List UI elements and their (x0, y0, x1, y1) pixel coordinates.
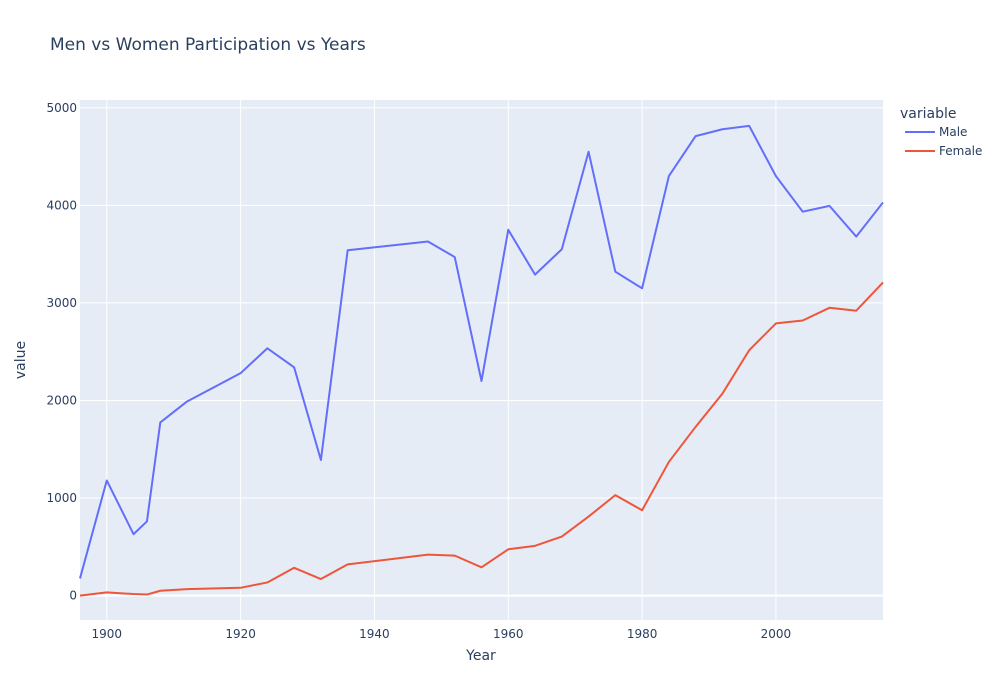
x-tick-label: 1960 (493, 627, 524, 641)
y-tick-labels: 0 1000 2000 3000 4000 5000 (46, 101, 77, 603)
legend-label: Male (939, 125, 967, 139)
series-lines (79, 124, 884, 597)
y-tick-label: 1000 (46, 491, 77, 505)
x-tick-label: 1940 (359, 627, 390, 641)
x-gridlines (106, 100, 777, 620)
legend-title: variable (900, 106, 956, 122)
chart-title: Men vs Women Participation vs Years (50, 35, 366, 55)
x-tick-labels: 1900 1920 1940 1960 1980 2000 (91, 627, 791, 641)
legend-label: Female (939, 144, 982, 158)
x-tick-label: 1920 (225, 627, 256, 641)
y-tick-label: 4000 (46, 198, 77, 212)
plot-background (80, 100, 883, 620)
y-tick-label: 3000 (46, 296, 77, 310)
x-tick-label: 1980 (627, 627, 658, 641)
x-tick-label: 1900 (91, 627, 122, 641)
x-axis-title: Year (465, 648, 496, 664)
series-line-female (79, 281, 884, 597)
y-axis-title: value (13, 341, 29, 379)
y-tick-label: 5000 (46, 101, 77, 115)
y-gridlines (80, 107, 883, 597)
legend-item-male[interactable]: Male (905, 125, 967, 139)
x-tick-label: 2000 (761, 627, 792, 641)
y-tick-label: 0 (69, 589, 77, 603)
y-tick-label: 2000 (46, 393, 77, 407)
series-line-male (79, 124, 884, 579)
legend[interactable]: variable Male Female (900, 106, 982, 158)
legend-item-female[interactable]: Female (905, 144, 982, 158)
